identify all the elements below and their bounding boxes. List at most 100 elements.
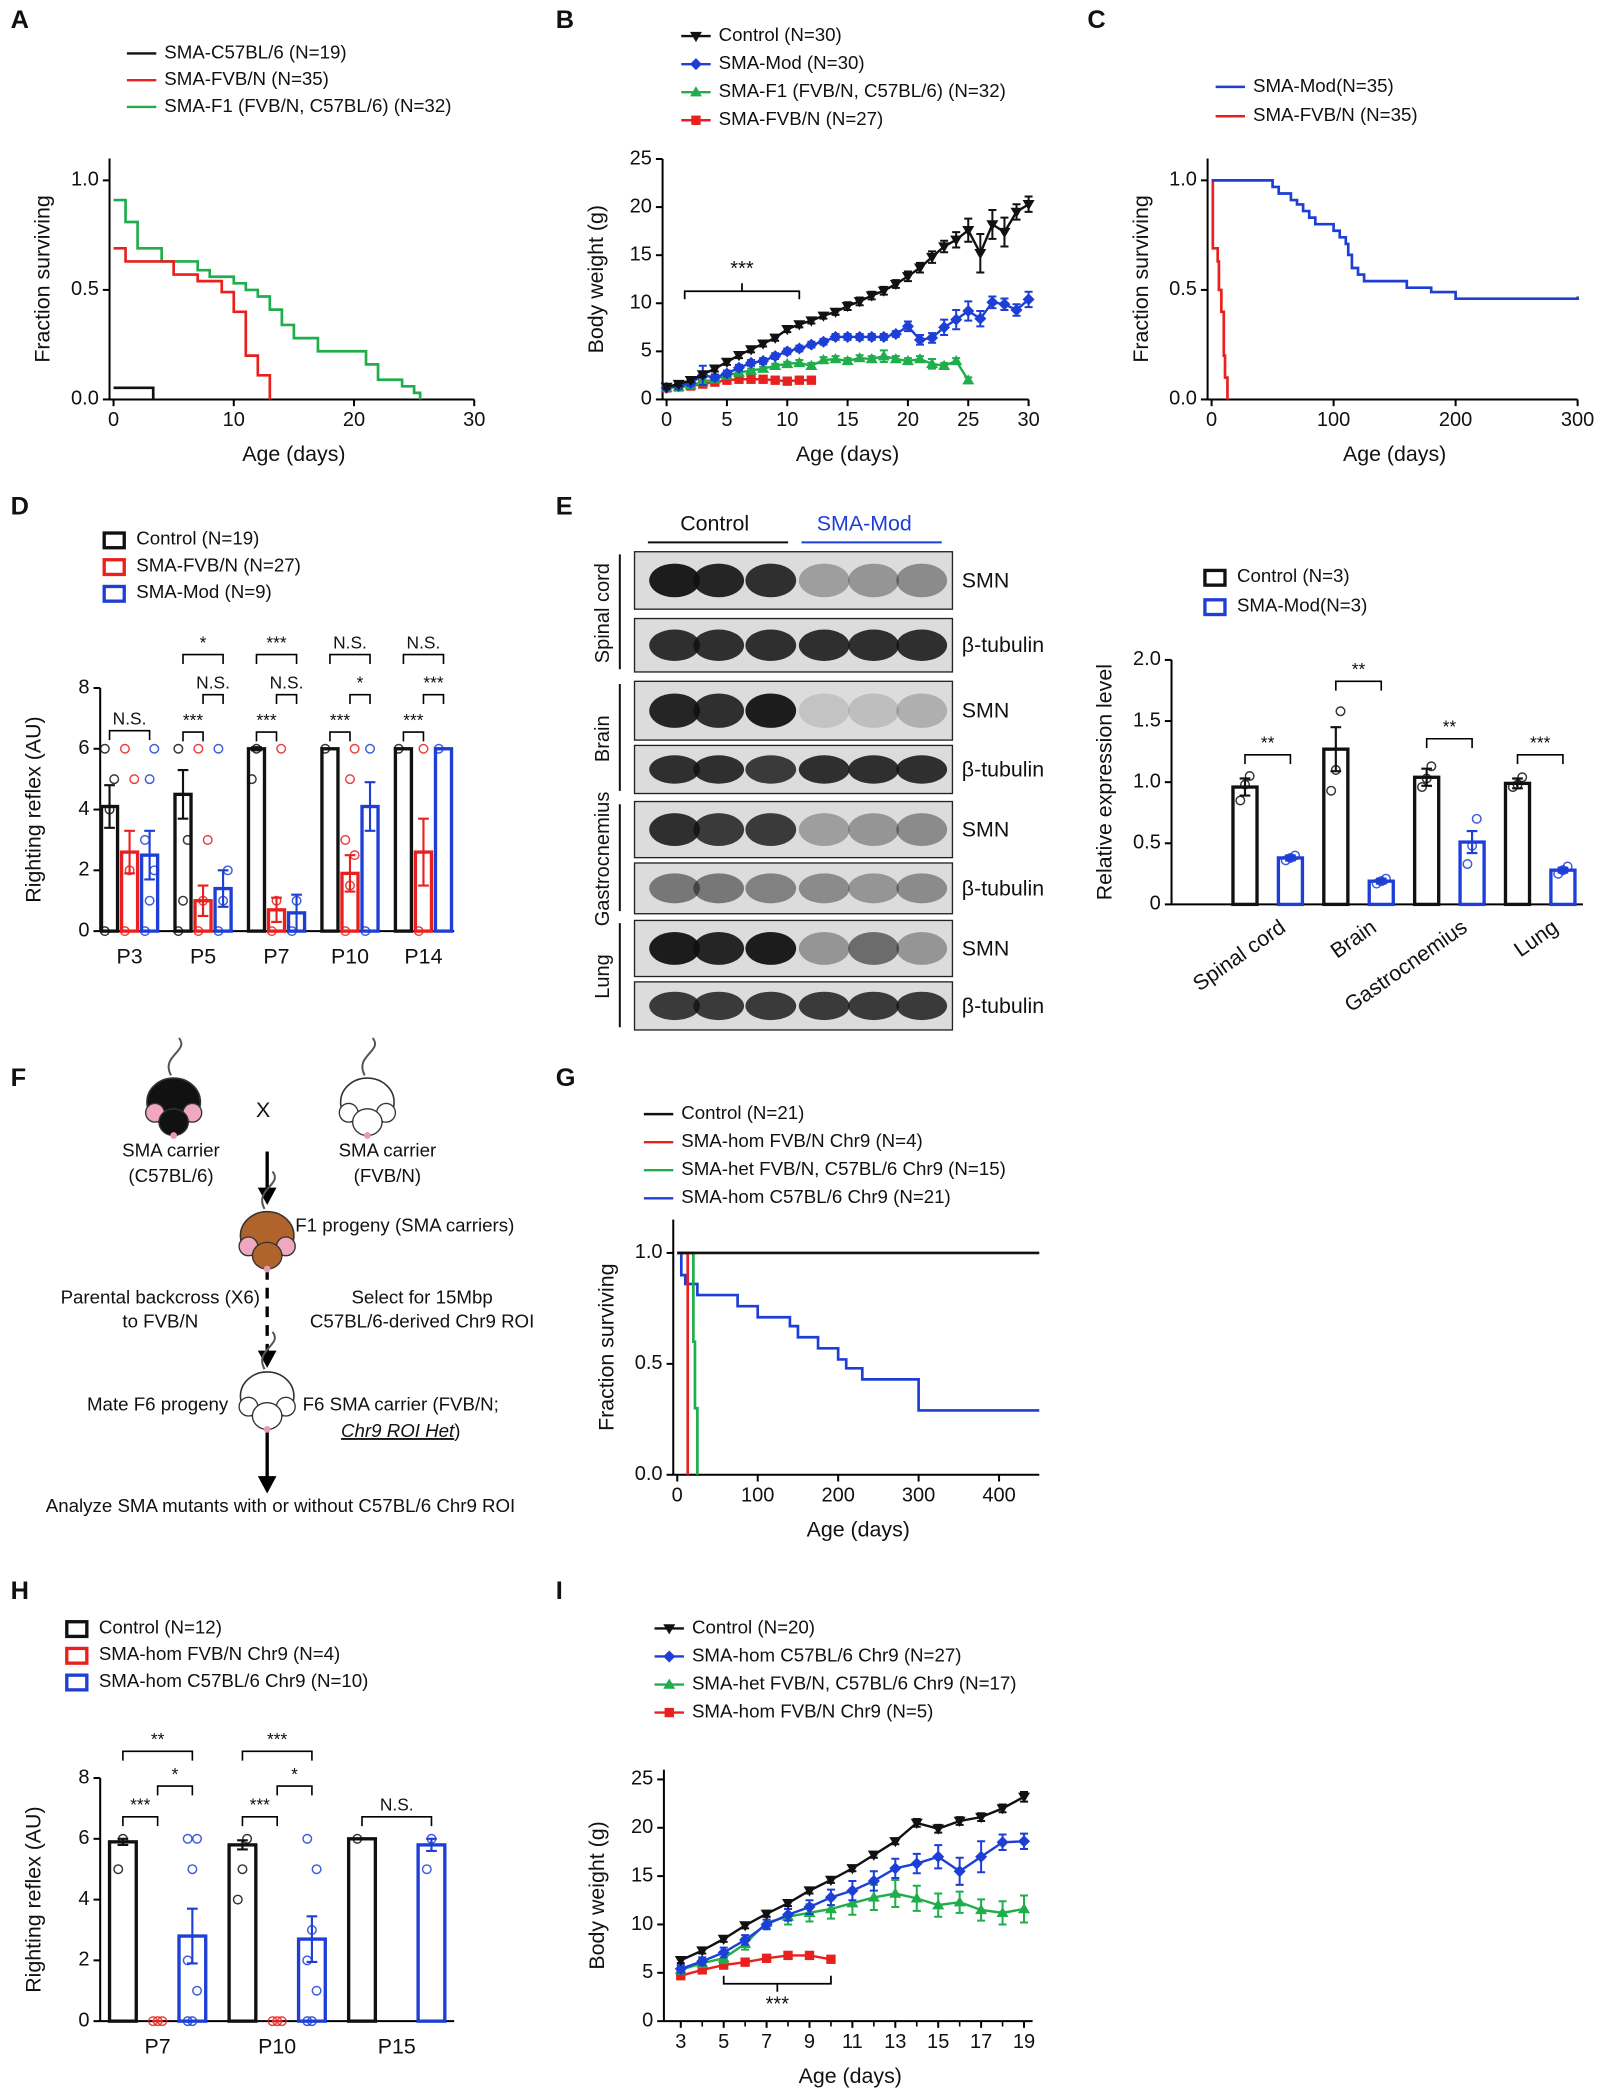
diagram-text: F1 progeny (SMA carriers) <box>295 1214 514 1235</box>
significance-label: N.S. <box>196 673 230 693</box>
bar <box>296 1937 327 2023</box>
blot-band <box>649 563 700 598</box>
data-point <box>276 743 287 754</box>
data-point <box>187 1864 198 1875</box>
marker <box>1010 207 1023 218</box>
data-point <box>302 1955 313 1966</box>
marker <box>938 359 951 370</box>
significance-bracket <box>402 653 445 664</box>
significance-label: ** <box>1261 733 1275 753</box>
marker <box>865 330 878 343</box>
data-point <box>271 895 282 906</box>
data-point <box>213 926 224 937</box>
marker <box>829 353 842 364</box>
bar <box>1322 747 1350 907</box>
data-point <box>267 2016 278 2027</box>
data-point <box>426 1833 437 1844</box>
y-tick-label: 1.5 <box>1133 709 1161 731</box>
series-line <box>680 1795 1025 1962</box>
x-tick-label: P10 <box>331 944 369 968</box>
legend-marker <box>664 1707 674 1718</box>
marker <box>1022 199 1035 211</box>
blot-row-label: β-tubulin <box>962 876 1044 900</box>
data-point <box>192 1985 203 1996</box>
mouse-icon <box>144 1037 203 1139</box>
y-tick-label: 0.5 <box>635 1352 663 1374</box>
bar <box>1412 775 1441 907</box>
marker <box>805 359 818 370</box>
data-point <box>272 2016 283 2027</box>
legend-swatch <box>65 1673 89 1692</box>
blot-band <box>745 755 797 784</box>
data-point <box>198 895 209 906</box>
legend-swatch <box>65 1620 89 1639</box>
x-tick-label: P15 <box>378 2035 416 2059</box>
blot-band <box>693 991 745 1021</box>
data-point <box>1371 878 1382 889</box>
data-point <box>340 834 351 845</box>
blot-band <box>848 563 900 598</box>
data-point <box>286 926 297 937</box>
x-axis-label: Age (days) <box>796 442 899 466</box>
marker <box>761 1953 772 1963</box>
marker <box>770 375 780 385</box>
significance-label: *** <box>766 1993 790 2015</box>
data-point <box>302 2016 313 2027</box>
marker <box>901 272 914 283</box>
blot-row-label: SMN <box>962 818 1009 842</box>
significance-label: N.S. <box>270 673 304 693</box>
blot-row-label: SMN <box>962 936 1009 960</box>
marker <box>975 1812 988 1824</box>
x-tick-label: P7 <box>263 944 289 968</box>
legend-label: SMA-Mod(N=3) <box>1237 594 1367 615</box>
x-tick-label: 20 <box>897 409 919 431</box>
significance-label: *** <box>403 710 424 730</box>
significance-label: *** <box>266 632 287 652</box>
diagram-text: Parental backcross (X6) <box>61 1286 260 1307</box>
panel-label: I <box>556 1577 563 1605</box>
data-point <box>251 743 262 754</box>
marker <box>769 333 782 344</box>
significance-bracket <box>329 731 351 742</box>
marker <box>889 279 902 291</box>
bar <box>1503 781 1532 907</box>
x-tick-label: 100 <box>741 1484 774 1506</box>
data-point <box>144 895 155 906</box>
significance-label: * <box>357 673 364 693</box>
diagram-text: (FVB/N) <box>354 1165 421 1186</box>
error-bar <box>177 768 189 820</box>
marker <box>910 1857 923 1870</box>
marker <box>889 1862 902 1875</box>
legend-label: SMA-Mod (N=30) <box>719 52 865 73</box>
significance-label: * <box>172 1764 179 1784</box>
significance-bracket <box>1425 737 1473 749</box>
mouse-icon <box>338 1037 397 1139</box>
marker <box>889 1887 902 1898</box>
legend-label: Control (N=30) <box>719 24 842 45</box>
series-line <box>666 298 1030 390</box>
legend-swatch <box>102 584 126 603</box>
y-tick-label: 0.0 <box>1169 388 1197 410</box>
error-bar <box>104 784 115 829</box>
significance-bracket <box>108 729 151 741</box>
blot-band <box>798 755 850 784</box>
x-tick-label: Brain <box>1326 915 1381 963</box>
data-point <box>109 774 120 785</box>
blot-band <box>848 693 900 728</box>
blot-band <box>745 563 797 598</box>
marker <box>1018 1792 1031 1803</box>
significance-bracket <box>182 653 224 664</box>
blot-band <box>649 932 700 965</box>
tissue-label: Gastrocnemius <box>592 792 614 927</box>
legend-label: Control (N=3) <box>1237 565 1350 586</box>
marker <box>717 1934 730 1945</box>
data-point <box>360 926 371 937</box>
blot-band <box>896 755 948 784</box>
data-point <box>1290 850 1301 861</box>
blot-band <box>649 755 700 784</box>
marker <box>804 1950 815 1961</box>
data-point <box>99 926 110 937</box>
blot-band <box>848 813 900 847</box>
significance-bracket <box>422 693 445 705</box>
diagram-text: ) <box>454 1420 460 1441</box>
